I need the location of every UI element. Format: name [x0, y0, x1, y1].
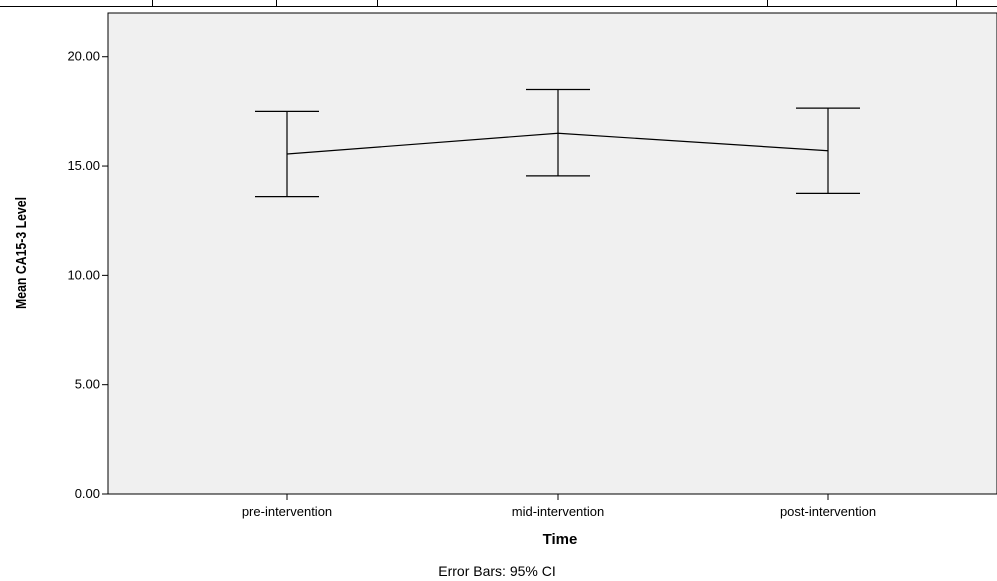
plot-area [107, 12, 997, 495]
y-tick-label: 15.00 [67, 158, 100, 173]
y-tick-label: 10.00 [67, 267, 100, 282]
y-tick-label: 5.00 [75, 377, 100, 392]
x-tick-label: mid-intervention [512, 504, 605, 519]
y-tick-label: 0.00 [75, 486, 100, 501]
error-bars-footnote: Error Bars: 95% CI [438, 563, 555, 579]
series-layer [255, 88, 860, 198]
error-bar-mid-intervention [526, 88, 590, 177]
x-axis-title: Time [543, 531, 578, 548]
error-bar-post-intervention [796, 107, 860, 194]
y-axis-ticks: 0.00 5.00 10.00 15.00 20.00 [67, 49, 108, 501]
x-tick-label: post-intervention [780, 504, 876, 519]
y-axis-title: Mean CA15-3 Level [13, 197, 29, 309]
y-tick-label: 20.00 [67, 49, 100, 64]
table-border-fragment [0, 0, 997, 7]
error-bar-pre-intervention [255, 110, 319, 198]
x-tick-label: pre-intervention [242, 504, 332, 519]
x-axis-ticks: pre-intervention mid-intervention post-int… [242, 494, 876, 519]
